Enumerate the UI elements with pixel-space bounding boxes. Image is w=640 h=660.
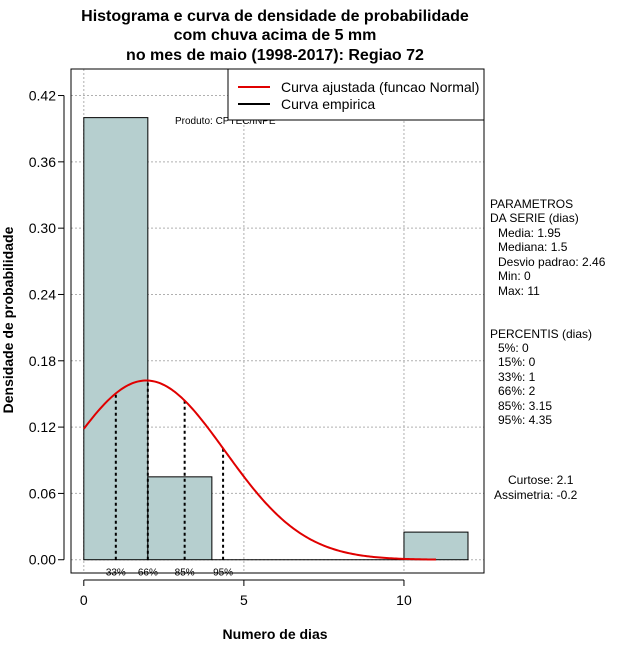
- x-axis: 0 5 10: [80, 579, 412, 608]
- y-tick-label-7: 0.42: [29, 88, 56, 104]
- assimetria: Assimetria: -0.2: [494, 488, 578, 502]
- param-mediana: Mediana: 1.5: [498, 240, 568, 254]
- params-title-2: DA SERIE (dias): [490, 211, 579, 225]
- y-axis-title: Densidade de probabilidade: [0, 226, 16, 413]
- param-min: Min: 0: [498, 269, 531, 283]
- chart-title-line-1: Histograma e curva de densidade de proba…: [81, 8, 469, 25]
- y-tick-label-1: 0.06: [29, 485, 56, 501]
- param-desvio: Desvio padrao: 2.46: [498, 255, 606, 269]
- param-max: Max: 11: [498, 284, 540, 298]
- histogram-bar-3: [403, 531, 469, 561]
- percentil-85: 85%: 3.15: [498, 399, 552, 413]
- chart-title-line-2: com chuva acima de 5 mm: [174, 27, 377, 44]
- y-axis: 0.00 0.06 0.12 0.18 0.24 0.30 0.36 0.42: [29, 88, 65, 568]
- product-annotation: Produto: CPTEC/INPE: [175, 116, 276, 127]
- percentis-title: PERCENTIS (dias): [490, 327, 592, 341]
- legend-box: [227, 68, 485, 121]
- x-tick-label-1: 5: [240, 592, 248, 608]
- legend-empirical-label: Curva empirica: [281, 96, 375, 112]
- percentil-15: 15%: 0: [498, 355, 536, 369]
- side-panel: PARAMETROS DA SERIE (dias) Media: 1.95 M…: [490, 197, 606, 502]
- param-media: Media: 1.95: [498, 226, 561, 240]
- legend: Curva ajustada (funcao Normal) Curva emp…: [227, 68, 485, 121]
- params-title-1: PARAMETROS: [490, 197, 573, 211]
- legend-normal-label: Curva ajustada (funcao Normal): [281, 79, 479, 95]
- x-tick-label-0: 0: [80, 592, 88, 608]
- histogram-bar-1: [147, 476, 213, 561]
- x-tick-label-2: 10: [396, 592, 412, 608]
- y-tick-label-5: 0.30: [29, 220, 56, 236]
- curtose: Curtose: 2.1: [508, 473, 574, 487]
- y-tick-label-2: 0.12: [29, 419, 56, 435]
- normal-density-curve: [83, 379, 436, 561]
- y-tick-label-0: 0.00: [29, 552, 56, 568]
- percentil-33: 33%: 1: [498, 370, 536, 384]
- percentil-66: 66%: 2: [498, 384, 536, 398]
- curve-layer: [83, 379, 436, 561]
- x-axis-title: Numero de dias: [222, 626, 327, 642]
- y-tick-label-3: 0.18: [29, 353, 56, 369]
- percentil-95: 95%: 4.35: [498, 413, 552, 427]
- percentil-5: 5%: 0: [498, 341, 529, 355]
- chart-title-line-3: no mes de maio (1998-2017): Regiao 72: [126, 47, 424, 64]
- y-tick-label-4: 0.24: [29, 286, 56, 302]
- y-tick-label-6: 0.36: [29, 154, 56, 170]
